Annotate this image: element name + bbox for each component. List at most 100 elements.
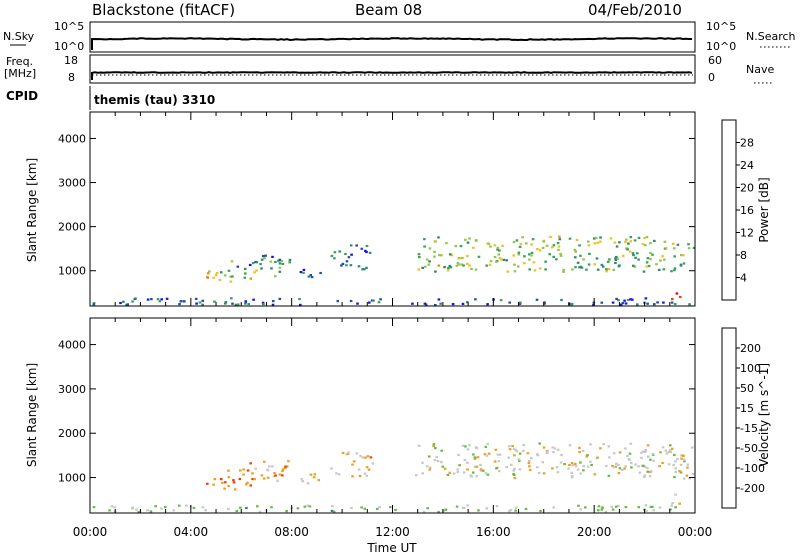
heatmap-cell (458, 464, 461, 467)
heatmap-cell (357, 468, 361, 471)
heatmap-cell (389, 506, 392, 509)
heatmap-cell (674, 470, 678, 473)
heatmap-cell (585, 455, 588, 458)
heatmap-cell (192, 506, 196, 510)
heatmap-cell (641, 450, 645, 453)
heatmap-cell (528, 459, 531, 463)
heatmap-cell (496, 453, 500, 456)
heatmap-cell (574, 462, 577, 466)
heatmap-cell (227, 476, 231, 479)
heatmap-cell (671, 298, 674, 301)
heatmap-cell (599, 447, 602, 450)
heatmap-cell (485, 507, 489, 510)
heatmap-cell (460, 263, 464, 266)
heatmap-cell (446, 473, 450, 476)
heatmap-cell (248, 263, 252, 267)
heatmap-cell (618, 467, 622, 470)
heatmap-cell (645, 261, 649, 264)
heatmap-cell (363, 472, 367, 475)
heatmap-cell (214, 274, 218, 277)
heatmap-cell (573, 248, 577, 251)
heatmap-cell (263, 460, 266, 463)
heatmap-cell (231, 302, 234, 305)
heatmap-cell (680, 457, 683, 460)
heatmap-cell (495, 260, 498, 263)
y-tick-label: 4000 (58, 339, 86, 352)
heatmap-cell (612, 268, 615, 271)
heatmap-cell (411, 302, 414, 305)
heatmap-cell (213, 478, 217, 481)
heatmap-cell (667, 463, 671, 466)
time-tick-label: 16:00 (476, 525, 511, 539)
heatmap-cell (281, 468, 285, 471)
heatmap-cell (303, 505, 307, 508)
heatmap-cell (541, 246, 545, 249)
heatmap-cell (514, 448, 517, 451)
heatmap-cell (530, 457, 533, 460)
heatmap-cell (618, 241, 621, 244)
power-heatmap (92, 235, 696, 307)
heatmap-cell (624, 447, 627, 450)
heatmap-cell (602, 443, 605, 446)
heatmap-cell (281, 474, 284, 477)
heatmap-cell (270, 267, 273, 270)
heatmap-cell (626, 298, 630, 302)
heatmap-cell (276, 479, 279, 482)
heatmap-cell (651, 452, 655, 456)
heatmap-cell (525, 242, 528, 245)
heatmap-cell (621, 301, 625, 305)
heatmap-cell (508, 445, 511, 448)
heatmap-cell (232, 481, 236, 484)
heatmap-cell (495, 505, 499, 508)
heatmap-cell (651, 505, 654, 508)
heatmap-cell (421, 461, 424, 464)
heatmap-cell (365, 244, 369, 248)
heatmap-cell (496, 246, 500, 249)
heatmap-cell (643, 465, 646, 468)
heatmap-cell (457, 263, 461, 266)
heatmap-cell (418, 256, 421, 259)
heatmap-cell (441, 465, 445, 468)
heatmap-cell (466, 448, 470, 451)
heatmap-cell (526, 452, 530, 455)
heatmap-cell (567, 467, 570, 470)
heatmap-cell (535, 298, 539, 301)
heatmap-cell (443, 467, 447, 470)
heatmap-cell (659, 451, 662, 454)
heatmap-cell (432, 443, 436, 446)
heatmap-cell (309, 274, 312, 277)
heatmap-cell (536, 248, 539, 251)
heatmap-cell (458, 257, 461, 260)
heatmap-cell (673, 269, 676, 272)
heatmap-cell (183, 300, 186, 303)
heatmap-cell (358, 474, 362, 478)
heatmap-cell (394, 508, 397, 511)
heatmap-cell (447, 267, 450, 270)
heatmap-cell (449, 266, 453, 269)
heatmap-cell (428, 247, 432, 250)
heatmap-cell (668, 444, 672, 447)
heatmap-cell (486, 303, 489, 306)
heatmap-cell (435, 456, 438, 459)
heatmap-cell (273, 472, 276, 475)
heatmap-cell (227, 507, 230, 511)
heatmap-cell (301, 480, 304, 483)
heatmap-cell (260, 267, 263, 270)
heatmap-cell (546, 450, 549, 454)
heatmap-cell (621, 254, 625, 257)
noise-sky-trace (91, 37, 692, 50)
heatmap-cell (349, 299, 353, 303)
heatmap-cell (440, 461, 443, 464)
heatmap-cell (310, 276, 314, 279)
heatmap-cell (536, 466, 539, 469)
heatmap-cell (434, 447, 437, 450)
heatmap-cell (625, 238, 628, 241)
heatmap-cell (501, 244, 504, 247)
heatmap-cell (484, 472, 488, 475)
heatmap-cell (421, 472, 425, 475)
heatmap-cell (661, 446, 665, 449)
heatmap-cell (345, 453, 348, 456)
heatmap-cell (479, 469, 483, 472)
heatmap-cell (423, 245, 426, 248)
heatmap-cell (513, 477, 517, 480)
